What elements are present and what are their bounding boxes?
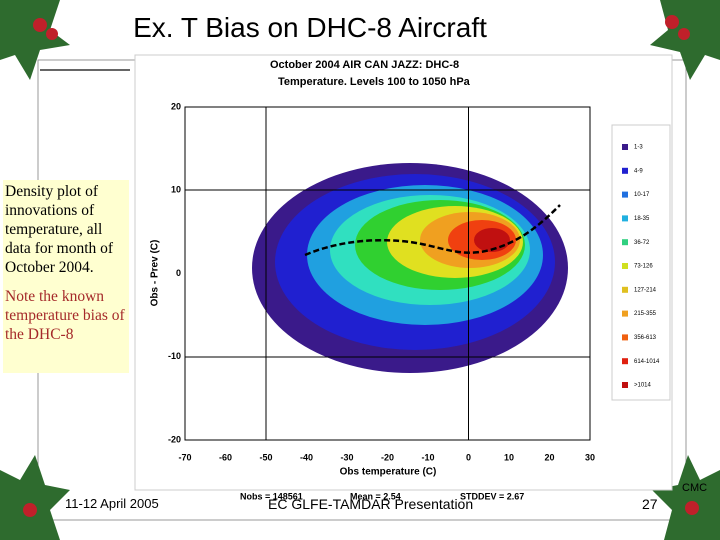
legend-swatch [622,382,628,388]
y-tick-label: 20 [171,101,181,111]
legend-swatch [622,310,628,317]
x-tick-label: -10 [421,452,434,462]
x-tick-label: 20 [544,452,554,462]
legend-label: 73-126 [634,264,653,270]
y-tick-label: -20 [168,434,181,444]
legend-label: 36-72 [634,240,650,246]
note-text: Note the known temperature bias of the D… [5,288,125,343]
note-box: Density plot of innovations of temperatu… [3,180,129,373]
footer-date: 11-12 April 2005 [65,496,159,511]
x-axis-label: Obs temperature (C) [340,467,437,478]
legend-label: 127-214 [634,287,657,293]
x-tick-label: -50 [259,452,272,462]
legend-swatch [622,144,628,150]
legend-swatch [622,239,628,246]
legend-label: 356-613 [634,335,657,341]
x-tick-label: -30 [340,452,353,462]
legend-label: 215-355 [634,311,657,317]
legend-swatch [622,167,628,174]
footer-presentation: EC GLFE-TAMDAR Presentation [268,496,474,512]
legend-box [611,124,671,401]
legend-swatch [622,263,628,269]
y-tick-label: -10 [168,351,181,361]
legend-label: 1-3 [634,145,643,151]
x-tick-label: 30 [585,452,595,462]
y-axis-label: Obs - Prev (C) [150,240,161,307]
plot-frame [184,106,591,441]
plot-stat: STDDEV = 2.67 [460,491,524,501]
legend-swatch [622,191,628,198]
legend-label: >1014 [634,383,652,389]
x-tick-label: 0 [466,452,471,462]
density [252,163,568,373]
plot-title: October 2004 AIR CAN JAZZ: DHC-8 [270,59,459,71]
slide-title: Ex. T Bias on DHC-8 Aircraft [133,12,487,43]
legend-label: 10-17 [634,192,650,198]
legend-label: 18-35 [634,216,650,222]
x-tick-label: -40 [300,452,313,462]
legend-swatch [622,215,628,222]
legend-swatch [622,334,628,341]
plot-stat: Nobs = 148561 [240,491,303,501]
legend-swatch [622,358,628,365]
x-tick-label: 10 [504,452,514,462]
x-tick-label: -70 [178,452,191,462]
legend-label: 4-9 [634,168,643,174]
x-tick-label: -20 [381,452,394,462]
note-text: Density plot of innovations of temperatu… [5,183,114,276]
footer-page: 27 [642,496,658,512]
y-tick-label: 0 [176,268,181,278]
plot-stat: Mean = 2.54 [350,491,401,501]
plot-subtitle: Temperature. Levels 100 to 1050 hPa [278,76,471,88]
legend-swatch [622,286,628,293]
legend-label: 614-1014 [634,359,660,365]
footer-org: CMC [682,482,708,494]
x-tick-label: -60 [219,452,232,462]
y-tick-label: 10 [171,185,181,195]
